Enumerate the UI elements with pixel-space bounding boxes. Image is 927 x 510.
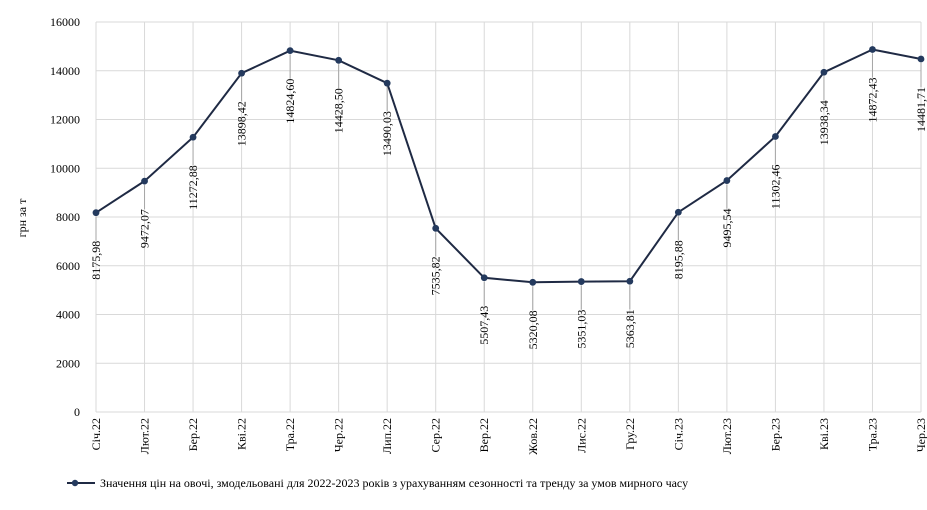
x-tick-label: Чер.22 — [332, 418, 346, 452]
data-point — [626, 277, 634, 285]
data-label: 5320,08 — [526, 310, 540, 349]
data-label: 7535,82 — [429, 256, 443, 295]
gridlines — [95, 21, 922, 413]
y-tick-label: 8000 — [56, 210, 80, 224]
series-line — [95, 48, 922, 284]
data-label: 5507,43 — [477, 306, 491, 345]
line-chart: 0 2000 4000 6000 8000 10000 12000 14000 16000 гр… — [15, 15, 927, 455]
y-tick-label: 4000 — [56, 308, 80, 322]
data-label: 9472,07 — [138, 209, 152, 248]
data-point — [577, 278, 585, 285]
data-point — [820, 68, 828, 76]
y-tick-label: 16000 — [50, 15, 80, 29]
data-label: 5363,81 — [623, 309, 637, 348]
data-point — [286, 47, 294, 55]
x-tick-label: Жов.22 — [526, 418, 540, 455]
data-label: 13938,34 — [817, 100, 831, 145]
data-label: 13898,42 — [235, 101, 249, 146]
data-label: 14481,71 — [914, 87, 927, 132]
legend-label: Значення цін на овочі, змодельовані для … — [100, 476, 689, 490]
y-axis-label: грн за т — [15, 198, 29, 237]
data-label: 11302,46 — [768, 165, 782, 210]
data-point — [141, 177, 148, 185]
x-tick-label: Січ.22 — [89, 418, 103, 450]
data-label: 11272,88 — [186, 165, 200, 210]
y-tick-label: 0 — [74, 405, 80, 419]
x-tick-label: Тра.23 — [865, 418, 879, 451]
x-tick-label: Чер.23 — [914, 418, 927, 452]
data-point — [335, 56, 343, 64]
legend-marker — [67, 479, 95, 487]
x-tick-label: Гру.22 — [623, 418, 637, 450]
data-label: 14428,50 — [332, 88, 346, 133]
data-point — [480, 274, 488, 282]
x-axis-ticks: Січ.22 Лют.22 Бер.22 Кві.22 Тра.22 Чер.22 Лип.… — [89, 418, 927, 455]
x-tick-label: Лип.22 — [380, 418, 394, 454]
data-point — [383, 79, 391, 87]
x-tick-label: Сер.22 — [429, 418, 443, 452]
data-point — [189, 133, 197, 141]
y-tick-label: 14000 — [50, 64, 80, 78]
data-point — [869, 46, 876, 53]
data-label: 8195,88 — [671, 240, 685, 279]
x-tick-label: Лют.23 — [720, 418, 734, 454]
x-tick-label: Січ.23 — [671, 418, 685, 450]
x-tick-label: Кві.22 — [235, 418, 249, 450]
y-tick-label: 10000 — [50, 161, 80, 175]
data-point — [529, 278, 537, 286]
x-tick-label: Кві.23 — [817, 418, 831, 450]
data-label: 14824,60 — [283, 79, 297, 124]
x-tick-label: Бер.22 — [186, 418, 200, 451]
y-axis-ticks: 0 2000 4000 6000 8000 10000 12000 14000 16000 — [50, 15, 80, 419]
legend: Значення цін на овочі, змодельовані для … — [66, 476, 906, 490]
data-point — [917, 55, 925, 63]
data-label: 14872,43 — [865, 77, 879, 122]
data-points — [92, 46, 925, 286]
data-label: 5351,03 — [574, 310, 588, 349]
data-point — [772, 133, 779, 140]
y-tick-label: 6000 — [56, 259, 80, 273]
data-label-leaders — [95, 53, 922, 311]
data-labels: 8175,98 9472,07 11272,88 13898,42 14824,60 14… — [89, 77, 927, 349]
data-point — [432, 224, 440, 232]
data-point — [674, 208, 682, 216]
data-point — [238, 69, 245, 77]
data-label: 9495,54 — [720, 209, 734, 248]
y-tick-label: 2000 — [56, 356, 80, 370]
data-point — [92, 209, 100, 217]
x-tick-label: Лют.22 — [138, 418, 152, 454]
x-tick-label: Тра.22 — [283, 418, 297, 451]
x-tick-label: Лис.22 — [574, 418, 588, 453]
x-tick-label: Бер.23 — [768, 418, 782, 451]
data-label: 8175,98 — [89, 241, 103, 280]
data-label: 13490,03 — [380, 111, 394, 156]
data-point — [723, 177, 731, 184]
y-tick-label: 12000 — [50, 113, 80, 127]
x-tick-label: Вер.22 — [477, 418, 491, 452]
